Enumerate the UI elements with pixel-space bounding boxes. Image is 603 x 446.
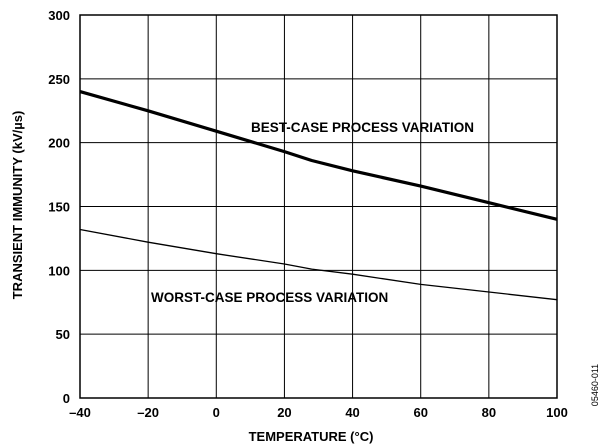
x-tick-label: –40 bbox=[69, 405, 91, 420]
best-case-series-line bbox=[79, 90, 558, 221]
figure-id: 05460-011 bbox=[590, 364, 600, 406]
x-tick-label: 60 bbox=[413, 405, 427, 420]
plot-frame bbox=[79, 14, 558, 399]
best-case-annotation: BEST-CASE PROCESS VARIATION bbox=[251, 120, 474, 135]
worst-case-annotation: WORST-CASE PROCESS VARIATION bbox=[151, 290, 388, 305]
x-tick-label: 0 bbox=[213, 405, 220, 420]
y-tick-label: 150 bbox=[48, 200, 70, 215]
y-tick-label: 200 bbox=[48, 136, 70, 151]
x-tick-label: 80 bbox=[482, 405, 496, 420]
y-tick-label: 300 bbox=[48, 8, 70, 23]
x-axis-title: TEMPERATURE (°C) bbox=[249, 429, 374, 444]
x-tick-label: 40 bbox=[345, 405, 359, 420]
x-tick-label: 20 bbox=[277, 405, 291, 420]
y-tick-labels: 0 50 100 150 200 250 300 bbox=[48, 8, 70, 406]
x-tick-label: –20 bbox=[137, 405, 159, 420]
y-tick-label: 50 bbox=[56, 327, 70, 342]
y-tick-label: 100 bbox=[48, 263, 70, 278]
y-axis-title: TRANSIENT IMMUNITY (kV/µs) bbox=[10, 111, 25, 300]
grid-lines bbox=[80, 15, 557, 398]
x-tick-labels: –40 –20 0 20 40 60 80 100 bbox=[69, 405, 568, 420]
y-tick-label: 250 bbox=[48, 72, 70, 87]
series-lines bbox=[79, 90, 558, 301]
y-tick-label: 0 bbox=[63, 391, 70, 406]
x-tick-label: 100 bbox=[546, 405, 568, 420]
worst-case-series-line bbox=[79, 228, 558, 301]
